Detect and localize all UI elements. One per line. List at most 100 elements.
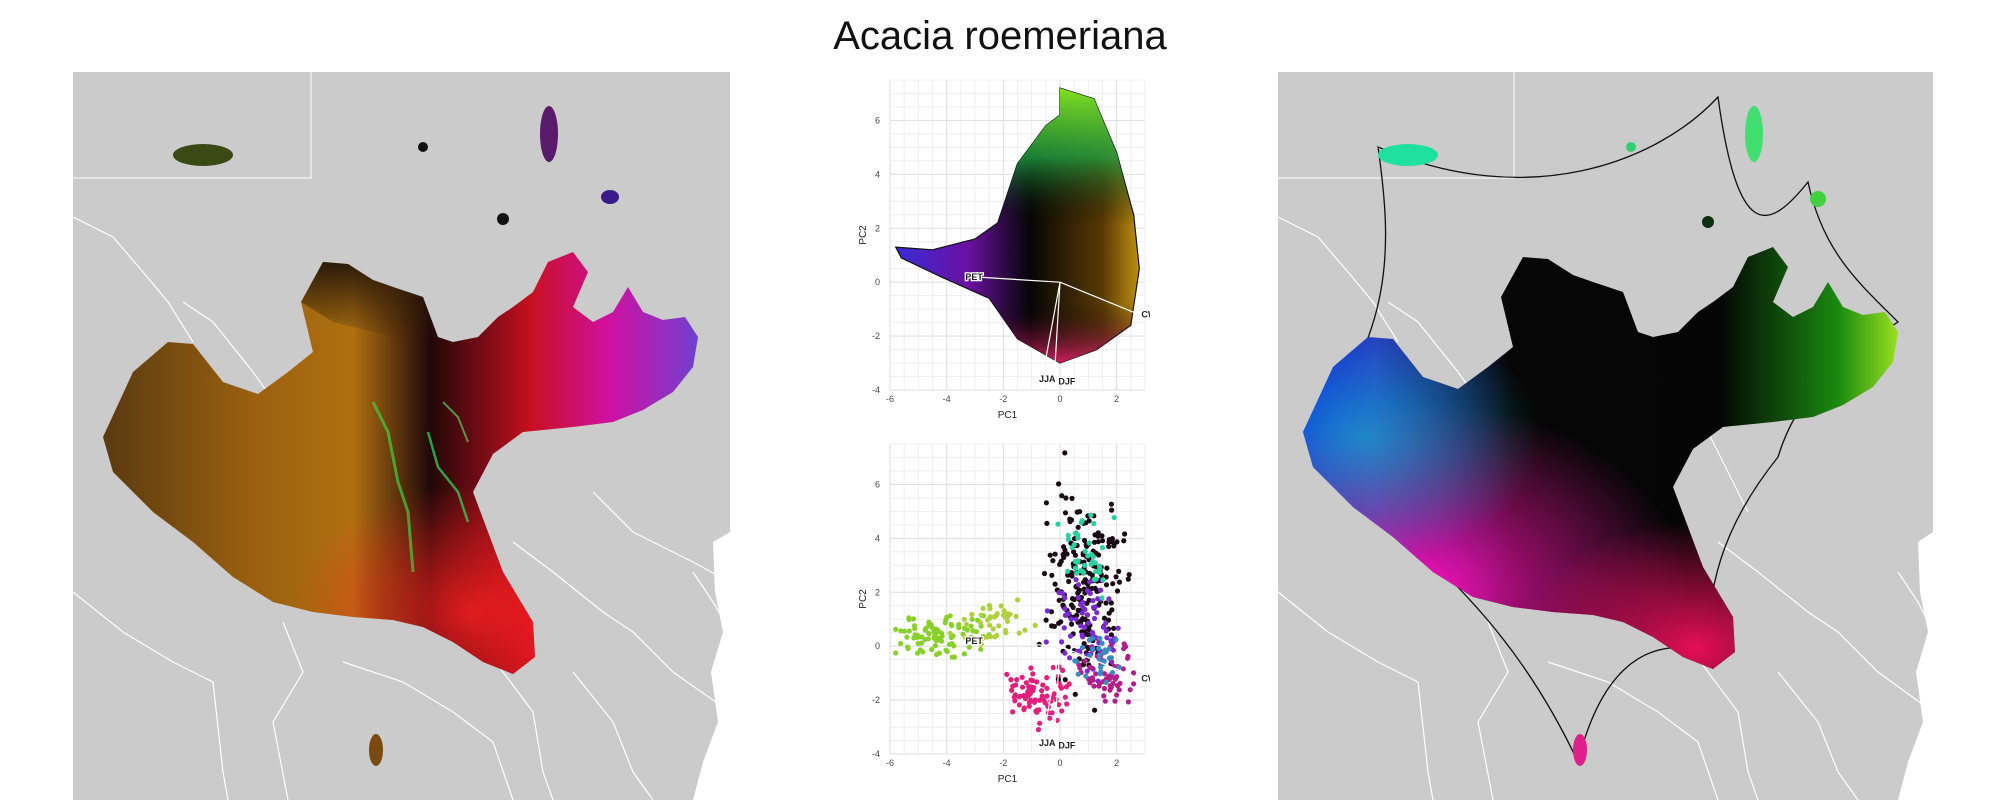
patch-north-right bbox=[1745, 106, 1763, 162]
pca-point-cluster-6 bbox=[1097, 681, 1103, 687]
pca-point-cluster-5 bbox=[1065, 536, 1071, 542]
pca-point-cluster-3 bbox=[1109, 607, 1115, 613]
pca-point-cluster-3 bbox=[1111, 625, 1117, 631]
pca-point-cluster-3 bbox=[1063, 495, 1069, 501]
pca-point-cluster-3 bbox=[1116, 568, 1122, 574]
pca-point-cluster-1 bbox=[987, 634, 994, 640]
pca-point-cluster-0 bbox=[949, 641, 955, 647]
pca-point-cluster-6 bbox=[1101, 685, 1108, 692]
pca-point-cluster-6 bbox=[1116, 687, 1122, 693]
pca-point-cluster-4 bbox=[1065, 611, 1072, 617]
pca-point-cluster-0 bbox=[933, 637, 939, 643]
loading-arrow-cwd bbox=[1059, 281, 1140, 316]
pca-point-cluster-4 bbox=[1062, 650, 1068, 656]
pca-point-cluster-0 bbox=[911, 616, 917, 622]
pca-point-cluster-3 bbox=[1048, 609, 1055, 615]
pca-point-cluster-1 bbox=[1016, 630, 1022, 636]
pca-point-cluster-2 bbox=[1066, 681, 1072, 687]
pca-point-cluster-2 bbox=[1037, 720, 1043, 726]
pca-point-cluster-5 bbox=[1065, 532, 1071, 538]
pca-point-cluster-7 bbox=[1103, 679, 1109, 685]
inset-border bbox=[73, 72, 312, 179]
pca-point-cluster-7 bbox=[1113, 637, 1119, 643]
pca-point-cluster-3 bbox=[1111, 543, 1117, 549]
pca-point-cluster-6 bbox=[1102, 698, 1108, 704]
patch-north bbox=[540, 106, 558, 162]
pca-point-cluster-3 bbox=[1092, 707, 1098, 713]
pca-point-cluster-4 bbox=[1094, 610, 1100, 616]
pca-point-cluster-4 bbox=[1090, 598, 1096, 604]
pca-point-cluster-4 bbox=[1061, 625, 1067, 631]
pca-point-cluster-6 bbox=[1120, 666, 1126, 672]
pca-point-cluster-6 bbox=[1121, 646, 1127, 652]
loading-arrow-jja bbox=[1042, 282, 1061, 374]
loading-label-jja: JJA bbox=[1039, 738, 1056, 748]
pca-point-cluster-0 bbox=[915, 640, 921, 646]
pca-point-cluster-2 bbox=[1010, 683, 1016, 689]
pca-point-cluster-3 bbox=[1062, 677, 1068, 683]
pca-point-cluster-5 bbox=[1085, 553, 1091, 559]
pca-point-cluster-0 bbox=[898, 640, 904, 647]
x-tick-label: -2 bbox=[999, 758, 1007, 768]
pca-point-cluster-4 bbox=[1073, 577, 1079, 583]
pca-bottom-points bbox=[893, 450, 1137, 733]
pca-top-axes: -6 -4 -2 0 2 -4 -2 0 2 4 6 PC1 PC2 bbox=[858, 115, 1119, 421]
y-tick-label: 6 bbox=[875, 115, 880, 125]
pca-point-cluster-5 bbox=[1072, 558, 1078, 564]
y-tick-label: 2 bbox=[875, 223, 880, 233]
pca-point-cluster-0 bbox=[964, 627, 970, 633]
pca-point-cluster-2 bbox=[1010, 709, 1016, 715]
pca-point-cluster-4 bbox=[1059, 639, 1065, 645]
pca-point-cluster-4 bbox=[1115, 625, 1121, 631]
pca-point-cluster-3 bbox=[1070, 604, 1076, 610]
x-tick-label: -6 bbox=[886, 758, 894, 768]
pca-point-cluster-1 bbox=[1007, 611, 1013, 617]
pca-point-cluster-0 bbox=[926, 619, 932, 625]
patch-inset-right bbox=[1378, 144, 1438, 166]
pca-point-cluster-3 bbox=[1091, 539, 1098, 545]
pca-point-cluster-0 bbox=[933, 651, 940, 658]
pca-point-cluster-6 bbox=[1093, 671, 1099, 677]
pca-point-cluster-7 bbox=[1096, 652, 1102, 658]
pca-point-cluster-2 bbox=[1049, 710, 1055, 716]
pca-point-cluster-3 bbox=[1081, 641, 1087, 647]
x-tick-label: -2 bbox=[999, 394, 1007, 404]
range-left-top-shade bbox=[301, 262, 438, 342]
pca-point-cluster-1 bbox=[994, 632, 1000, 638]
pca-point-cluster-1 bbox=[1013, 613, 1019, 619]
x-tick-label: 0 bbox=[1057, 758, 1062, 768]
pca-point-cluster-2 bbox=[1028, 665, 1034, 671]
pca-point-cluster-3 bbox=[1071, 549, 1077, 555]
pca-point-cluster-7 bbox=[1097, 635, 1103, 641]
pca-point-cluster-0 bbox=[905, 644, 911, 650]
patch-ne-right bbox=[1810, 191, 1826, 207]
pca-point-cluster-2 bbox=[1021, 705, 1027, 711]
pca-point-cluster-3 bbox=[1072, 691, 1078, 697]
pca-point-cluster-3 bbox=[1108, 632, 1114, 638]
pca-point-cluster-3 bbox=[1108, 600, 1114, 606]
pca-point-cluster-2 bbox=[1064, 701, 1070, 707]
pca-point-cluster-1 bbox=[1003, 627, 1009, 634]
loading-arrow-pet bbox=[972, 276, 1061, 283]
x-axis-label: PC1 bbox=[998, 410, 1018, 421]
pca-point-cluster-0 bbox=[978, 646, 984, 652]
pca-point-cluster-4 bbox=[1080, 634, 1086, 640]
ridge-green-1 bbox=[371, 401, 415, 573]
x-tick-label: 2 bbox=[1114, 758, 1119, 768]
pca-point-cluster-1 bbox=[998, 603, 1004, 609]
pca-point-cluster-0 bbox=[893, 650, 899, 656]
pca-point-cluster-5 bbox=[1091, 520, 1097, 527]
pca-point-cluster-0 bbox=[913, 634, 919, 640]
pca-point-cluster-3 bbox=[1108, 501, 1114, 507]
loading-arrow-djf bbox=[1053, 282, 1061, 377]
pca-point-cluster-4 bbox=[1103, 628, 1109, 634]
pca-point-cluster-6 bbox=[1101, 693, 1107, 699]
pca-point-cluster-1 bbox=[978, 612, 984, 618]
pca-point-cluster-2 bbox=[1030, 671, 1036, 677]
y-axis-label: PC2 bbox=[858, 225, 869, 245]
pca-point-cluster-4 bbox=[1044, 608, 1050, 614]
pca-point-cluster-6 bbox=[1087, 680, 1093, 686]
pca-point-cluster-3 bbox=[1109, 536, 1115, 542]
x-tick-label: -6 bbox=[886, 394, 894, 404]
